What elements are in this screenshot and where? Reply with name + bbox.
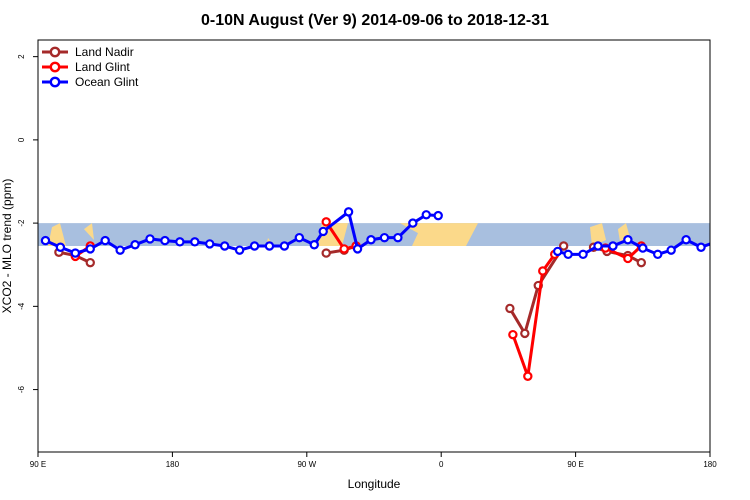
data-point — [85, 257, 95, 268]
data-point — [608, 241, 618, 251]
data-point — [70, 248, 81, 258]
x-tick-label: 90 E — [567, 460, 583, 469]
data-point — [115, 245, 125, 255]
y-tick-label: 2 — [17, 54, 26, 59]
plot-area — [38, 207, 749, 381]
data-point — [366, 235, 376, 245]
data-point — [552, 246, 563, 257]
series-group — [40, 207, 749, 381]
data-point — [321, 217, 331, 227]
y-tick-label: 0 — [17, 137, 26, 142]
data-point — [712, 238, 719, 245]
legend-marker — [49, 61, 61, 73]
data-point — [85, 244, 95, 254]
data-point — [309, 240, 319, 250]
legend-marker — [49, 46, 61, 58]
y-axis: 2 0 -2 -4 -6 — [17, 54, 38, 393]
data-point — [666, 245, 676, 255]
data-point — [727, 234, 734, 241]
data-point — [160, 235, 170, 246]
legend-item-land-nadir: Land Nadir — [42, 45, 134, 59]
data-point — [393, 232, 403, 243]
plot-frame — [37, 39, 711, 453]
legend-label: Land Glint — [75, 60, 130, 74]
data-point — [249, 241, 260, 251]
data-point — [623, 253, 633, 264]
data-point — [408, 218, 418, 228]
y-tick-label: -6 — [17, 385, 26, 393]
chart-title: 0-10N August (Ver 9) 2014-09-06 to 2018-… — [201, 12, 549, 29]
data-point — [433, 210, 443, 221]
data-point — [523, 371, 533, 381]
legend-item-ocean-glint: Ocean Glint — [42, 75, 139, 89]
data-point — [205, 239, 215, 249]
land-patch — [400, 223, 478, 246]
x-tick-label: 0 — [439, 460, 444, 469]
x-tick-label: 180 — [703, 460, 717, 469]
x-tick-label: 90 E — [30, 460, 46, 469]
x-axis: 90 E 180 90 W 0 90 E 180 — [30, 452, 717, 469]
legend-label: Ocean Glint — [75, 75, 139, 89]
y-axis-label: XCO2 - MLO trend (ppm) — [0, 179, 14, 314]
y-tick-label: -4 — [17, 302, 26, 310]
data-point — [190, 237, 200, 247]
data-point — [681, 235, 691, 245]
y-tick-label: -2 — [17, 219, 26, 227]
data-point — [40, 235, 51, 246]
data-point — [653, 249, 663, 260]
land-patch — [48, 223, 66, 246]
ocean-band — [38, 223, 710, 246]
data-point — [55, 242, 66, 252]
data-band — [38, 223, 710, 246]
data-point — [636, 257, 647, 268]
series-ocean-glint — [40, 207, 749, 260]
data-point — [318, 226, 328, 237]
series-line — [44, 210, 439, 255]
data-point — [538, 266, 548, 276]
series-line — [508, 245, 565, 335]
data-point — [742, 237, 749, 244]
data-point — [379, 232, 390, 243]
data-point — [352, 244, 363, 254]
data-point — [558, 241, 569, 251]
x-axis-label: Longitude — [348, 477, 401, 491]
data-point — [339, 244, 349, 254]
data-point — [100, 235, 110, 246]
data-point — [520, 328, 530, 339]
legend-marker — [49, 76, 61, 88]
land-patch — [84, 223, 94, 240]
data-point — [623, 235, 633, 245]
data-point — [505, 303, 515, 314]
legend-label: Land Nadir — [75, 45, 134, 59]
legend-item-land-glint: Land Glint — [42, 60, 130, 74]
x-tick-label: 180 — [166, 460, 180, 469]
data-point — [593, 241, 603, 251]
data-point — [234, 245, 245, 255]
x-tick-label: 90 W — [297, 460, 316, 469]
data-point — [343, 207, 354, 217]
data-point — [145, 234, 155, 244]
data-point — [219, 241, 230, 251]
data-point — [294, 232, 305, 243]
land-patch — [590, 223, 606, 246]
data-point — [130, 240, 140, 250]
data-point — [321, 248, 331, 258]
data-point — [638, 243, 648, 253]
data-point — [421, 210, 431, 220]
data-point — [279, 241, 290, 251]
data-point — [264, 241, 275, 251]
data-point — [175, 237, 185, 247]
data-point — [508, 329, 518, 340]
data-point — [563, 249, 573, 260]
series-line — [511, 253, 556, 378]
data-point — [578, 249, 588, 260]
data-point — [696, 242, 706, 252]
